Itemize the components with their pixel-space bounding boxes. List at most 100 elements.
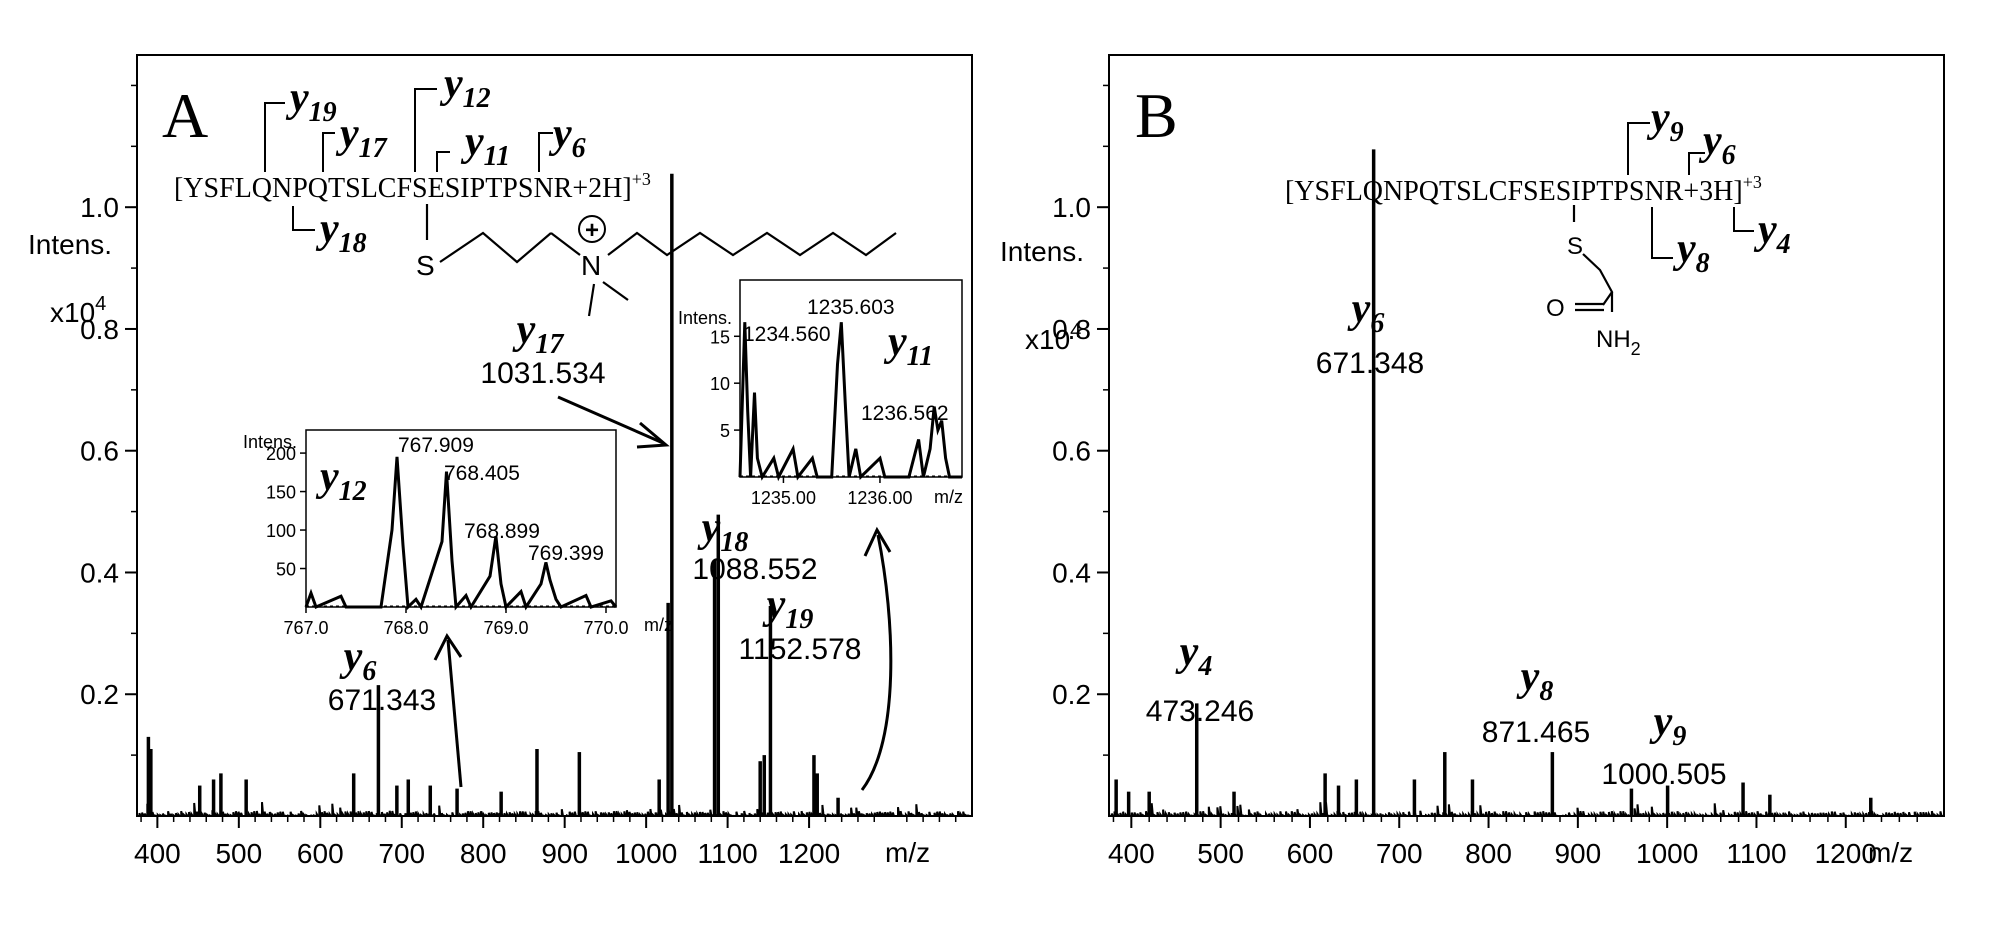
panel-a-label-y19-mz: 1152.578 — [739, 633, 862, 666]
inset-y-tick-label: 50 — [276, 560, 296, 580]
x-tick-label: 700 — [378, 838, 425, 869]
y-tick-label: 1.0 — [80, 192, 119, 223]
panel-b-label-y4-mz: 473.246 — [1146, 695, 1254, 728]
panel-b-modification-structure — [1572, 205, 1614, 312]
panel-a-sequence: [YSFLQNPQTSLCFSESIPTPSNR+2H]+3 — [174, 169, 651, 204]
inset-y12-y-axis: 50 100 150 200 — [266, 444, 306, 580]
panel-a-label-y6-ion: y6 — [339, 634, 377, 687]
y-tick-label: 0.6 — [1052, 436, 1091, 467]
panel-a-label-y19-ion: y19 — [762, 582, 814, 635]
panel-a-bracket-y11: y11 — [460, 119, 510, 172]
inset-y11-peak-label-1: 1234.560 — [743, 323, 831, 346]
inset-y11-frame — [739, 279, 963, 478]
x-tick-label: 600 — [1287, 838, 1334, 869]
inset-x-tick-label: 768.0 — [383, 618, 428, 638]
baseline-noise-trace — [1109, 802, 1943, 817]
inset-x-tick-label: 769.0 — [483, 618, 528, 638]
x-tick-label: 600 — [297, 838, 344, 869]
inset-x-tick-label: 770.0 — [583, 618, 628, 638]
inset-y12-x-axis: 767.0 768.0 769.0 770.0 — [283, 605, 629, 638]
panel-b: B Intens. x104 0.2 0.4 0.6 0.8 1.0 400 500 600… — [1000, 54, 1945, 869]
inset-y-tick-label: 5 — [720, 421, 730, 441]
y-tick-label: 0.2 — [1052, 679, 1091, 710]
panel-b-label-y6-mz: 671.348 — [1316, 347, 1424, 380]
panel-b-bracket-y8: y8 — [1672, 226, 1710, 279]
x-tick-label: 1100 — [698, 838, 758, 869]
panel-a-label-y17-ion: y17 — [512, 307, 565, 360]
panel-a-ylabel-scale: x104 — [50, 293, 106, 328]
x-tick-label: 500 — [215, 838, 262, 869]
inset-x-tick-label: 1235.00 — [751, 488, 816, 508]
panel-b-y-axis: 0.2 0.4 0.6 0.8 1.0 — [1052, 84, 1109, 756]
inset-y11-xlabel: m/z — [934, 487, 963, 507]
y-tick-label: 0.4 — [80, 557, 119, 588]
panel-b-label-y9-mz: 1000.505 — [1601, 758, 1726, 791]
x-tick-label: 800 — [1465, 838, 1512, 869]
y-tick-label: 0.8 — [80, 314, 119, 345]
inset-y11-peak-label-2: 1235.603 — [807, 296, 895, 319]
x-tick-label: 700 — [1376, 838, 1423, 869]
baseline-noise-trace — [137, 802, 970, 817]
inset-y12-peak-label-2: 768.405 — [444, 462, 520, 485]
panel-b-sulfur: S — [1567, 233, 1583, 260]
panel-a-peptide: [YSFLQNPQTSLCFSESIPTPSNR+2H]+3 y19 y17 y… — [174, 61, 897, 317]
panel-b-bracket-y6: y6 — [1698, 118, 1736, 171]
panel-b-xlabel: m/z — [1868, 837, 1913, 868]
inset-x-tick-label: 767.0 — [283, 618, 328, 638]
x-tick-label: 1000 — [1636, 838, 1698, 869]
x-tick-label: 500 — [1197, 838, 1244, 869]
inset-y11-y-axis: 5 10 15 — [710, 327, 740, 441]
x-tick-label: 1200 — [1815, 838, 1877, 869]
panel-a-bracket-y12: y12 — [439, 61, 491, 114]
panel-a-bracket-y17: y17 — [335, 111, 388, 164]
panel-a-label-y6-mz: 671.343 — [328, 684, 436, 717]
y-tick-label: 0.8 — [1052, 314, 1091, 345]
panel-b-x-axis: 400 500 600 700 800 900 1000 1100 1200 — [1108, 816, 1918, 869]
panel-a-label-y17-mz: 1031.534 — [480, 357, 605, 390]
inset-y-tick-label: 100 — [266, 521, 296, 541]
y-tick-label: 0.6 — [80, 436, 119, 467]
panel-b-bracket-y4: y4 — [1753, 207, 1791, 260]
inset-y-tick-label: 200 — [266, 444, 296, 464]
panel-a-peaks — [146, 173, 840, 816]
x-tick-label: 400 — [134, 838, 181, 869]
y-tick-label: 0.2 — [80, 679, 119, 710]
panel-a-letter: A — [162, 80, 208, 151]
inset-y11-peak-label-3: 1236.562 — [861, 402, 949, 425]
panel-b-amine: NH2 — [1596, 326, 1641, 359]
panel-a-bracket-y18: y18 — [315, 206, 367, 259]
panel-a-label-y18-mz: 1088.552 — [692, 553, 817, 586]
x-tick-label: 1000 — [615, 838, 677, 869]
y-tick-label: 0.4 — [1052, 557, 1091, 588]
inset-y12-peak-label-1: 767.909 — [398, 434, 474, 457]
inset-y11-trace — [738, 322, 962, 482]
panel-a-bracket-y6: y6 — [548, 111, 586, 164]
panel-b-label-y9-ion: y9 — [1649, 699, 1687, 752]
panel-a-y-axis: 0.2 0.4 0.6 0.8 1.0 — [80, 84, 137, 756]
inset-y-tick-label: 10 — [710, 374, 730, 394]
panel-b-bracket-y9: y9 — [1646, 95, 1684, 148]
x-tick-label: 1100 — [1726, 838, 1786, 869]
inset-y12-ylabel: Intens. — [243, 432, 297, 452]
panel-a-arrows — [433, 395, 893, 791]
y-tick-label: 1.0 — [1052, 192, 1091, 223]
inset-y11-ylabel: Intens. — [678, 308, 732, 328]
inset-x-tick-label: 1236.00 — [847, 488, 912, 508]
inset-y-tick-label: 15 — [710, 327, 730, 347]
panel-a-fragment-brackets — [264, 88, 553, 231]
panel-b-label-y8-mz: 871.465 — [1482, 716, 1590, 749]
panel-b-ylabel-scale: x104 — [1025, 320, 1081, 355]
panel-b-label-y6-ion: y6 — [1347, 286, 1385, 339]
panel-a-x-axis: 400 500 600 700 800 900 1000 1100 1200 — [134, 816, 957, 869]
x-tick-label: 800 — [460, 838, 507, 869]
inset-y12-trace — [304, 456, 618, 611]
x-tick-label: 900 — [541, 838, 588, 869]
panel-a-ylabel: Intens. — [28, 229, 112, 260]
panel-a-modification-structure — [425, 204, 897, 317]
panel-a-nitrogen: N — [581, 250, 601, 281]
inset-y11-x-axis: 1235.00 1236.00 — [740, 475, 962, 508]
